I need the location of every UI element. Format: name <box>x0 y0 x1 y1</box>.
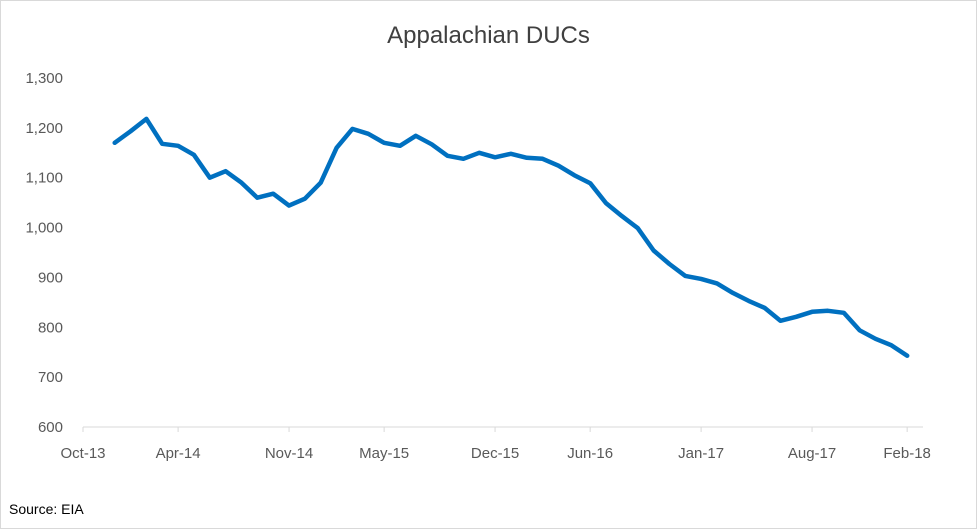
x-tick-label: Dec-15 <box>471 445 519 462</box>
y-tick-label: 1,200 <box>25 120 63 137</box>
x-tick-label: Apr-14 <box>156 445 201 462</box>
y-tick-label: 1,100 <box>25 170 63 187</box>
y-axis: 600 700 800 900 1,000 1,100 1,200 1,300 <box>25 70 63 436</box>
y-tick-label: 1,000 <box>25 220 63 237</box>
x-axis: Oct-13 Apr-14 Nov-14 May-15 Dec-15 Jun-16 Jan-… <box>60 426 931 462</box>
y-tick-label: 600 <box>38 419 63 436</box>
y-tick-label: 800 <box>38 319 63 336</box>
x-tick-label: Oct-13 <box>60 445 105 462</box>
y-tick-label: 1,300 <box>25 70 63 87</box>
chart-title: Appalachian DUCs <box>387 22 590 49</box>
x-tick-label: May-15 <box>359 445 409 462</box>
x-tick-label: Jun-16 <box>567 445 613 462</box>
series-line <box>112 116 910 358</box>
plot-area <box>112 116 910 358</box>
source-note: Source: EIA <box>9 501 84 517</box>
x-tick-label: Nov-14 <box>265 445 313 462</box>
x-tick-label: Jan-17 <box>678 445 724 462</box>
y-tick-label: 700 <box>38 369 63 386</box>
x-tick-label: Feb-18 <box>883 445 931 462</box>
x-tick-label: Aug-17 <box>788 445 836 462</box>
y-tick-label: 900 <box>38 269 63 286</box>
